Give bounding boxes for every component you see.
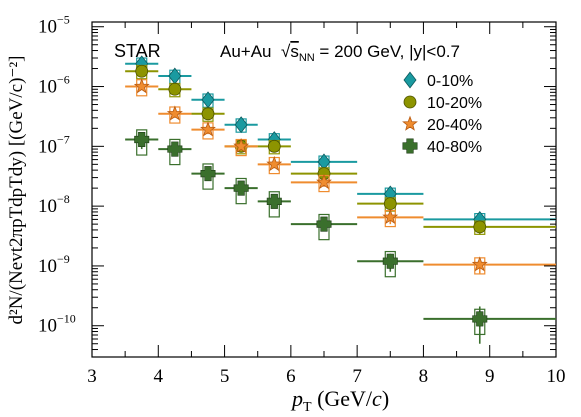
marker-star <box>200 121 216 137</box>
marker-star <box>233 137 250 154</box>
marker-cross <box>402 138 418 154</box>
marker-cross <box>316 216 332 232</box>
system-label: Au+Au √sNN = 200 GeV, |y|<0.7 <box>220 42 460 64</box>
x-tick-label: 5 <box>220 366 230 387</box>
marker-circle <box>383 197 397 211</box>
y-axis-ticks: 10−10 10−9 10−8 10−7 10−6 10−5 <box>38 13 556 358</box>
y-tick-label: 10−5 <box>38 13 70 38</box>
marker-circle <box>403 95 417 109</box>
x-axis-ticks: 3 4 5 6 7 8 9 10 <box>87 22 566 387</box>
marker-star <box>166 105 183 121</box>
experiment-label: STAR <box>114 41 161 61</box>
marker-diamond <box>403 71 417 89</box>
x-tick-label: 9 <box>485 366 495 387</box>
y-tick-label: 10−9 <box>38 252 70 277</box>
y-tick-label: 10−6 <box>38 73 70 98</box>
legend-label: 0-10% <box>427 73 473 90</box>
series-10-20% <box>125 64 556 235</box>
legend-label: 10-20% <box>427 95 482 112</box>
y-tick-label: 10−8 <box>38 192 70 217</box>
x-tick-label: 4 <box>154 366 164 387</box>
marker-star <box>471 256 488 272</box>
marker-cross <box>233 180 249 196</box>
marker-cross <box>266 193 282 209</box>
marker-circle <box>135 64 149 78</box>
marker-circle <box>168 82 182 96</box>
y-axis-label: d²N/(Nevt2πpTdpTdy) [(GeV/c)⁻²] <box>6 56 27 325</box>
marker-circle <box>267 139 281 153</box>
plot-frame <box>91 21 557 358</box>
marker-cross <box>472 311 488 327</box>
marker-circle <box>473 220 487 234</box>
series-20-40% <box>125 78 556 275</box>
series-0-10% <box>125 55 556 228</box>
marker-star <box>316 173 332 190</box>
x-tick-label: 6 <box>286 366 296 387</box>
y-tick-label: 10−7 <box>38 132 70 157</box>
marker-cross <box>134 132 150 148</box>
x-tick-label: 3 <box>87 366 97 387</box>
legend: 0-10% 10-20% 20-40% 40-80% <box>402 71 482 156</box>
x-tick-label: 7 <box>352 366 362 387</box>
data-layer <box>125 55 556 344</box>
marker-star <box>133 78 150 94</box>
marker-star <box>402 115 418 131</box>
x-axis-label: pT (GeV/c) <box>290 386 389 415</box>
x-tick-label: 8 <box>419 366 429 387</box>
series-40-80% <box>125 129 556 344</box>
marker-circle <box>201 107 215 121</box>
marker-diamond <box>234 116 248 134</box>
legend-label: 20-40% <box>427 117 482 134</box>
y-tick-label: 10−10 <box>38 312 76 337</box>
marker-star <box>266 155 283 172</box>
marker-cross <box>200 166 216 182</box>
legend-label: 40-80% <box>427 139 482 156</box>
x-tick-label: 10 <box>547 366 566 387</box>
marker-star <box>382 208 399 225</box>
marker-cross <box>167 141 183 157</box>
marker-cross <box>382 253 398 269</box>
